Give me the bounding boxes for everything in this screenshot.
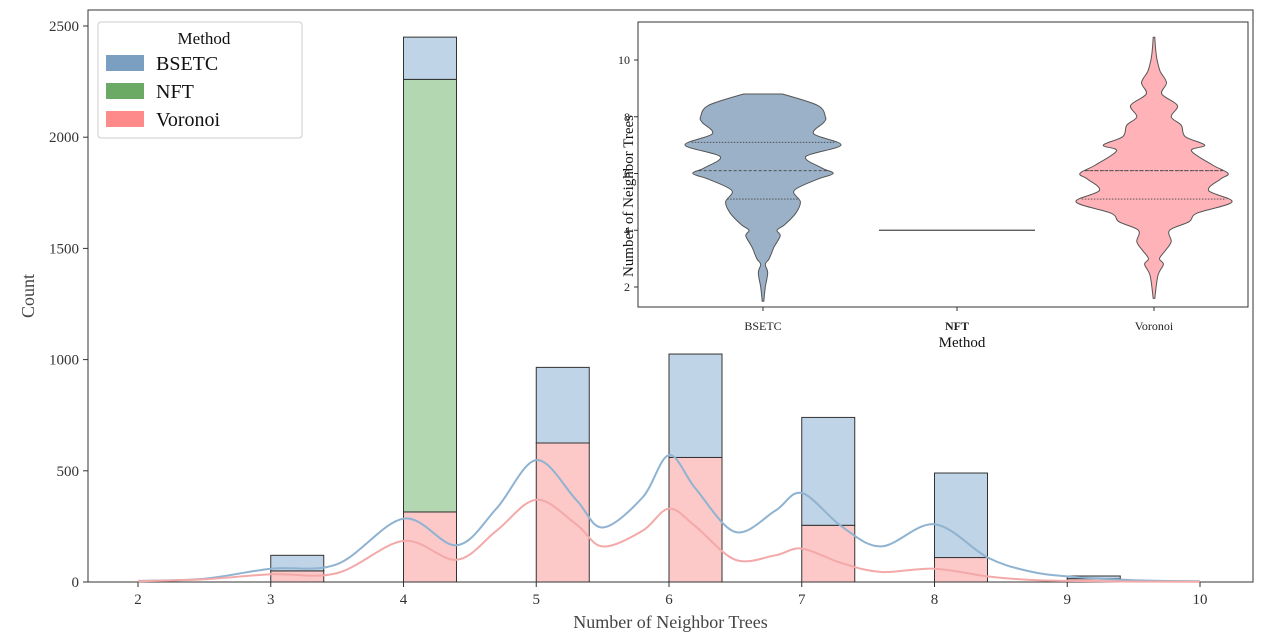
bar-bsetc-7 (801, 416, 856, 526)
legend-swatch-nft (106, 83, 144, 99)
bar-nft-4 (403, 78, 457, 513)
x-tick-label: 5 (533, 592, 541, 608)
x-tick-label: 9 (1064, 592, 1072, 608)
bar-bsetc-5 (535, 366, 590, 444)
legend-swatch-voronoi (106, 111, 144, 127)
x-tick-label: 10 (1193, 592, 1208, 608)
y-tick-label: 0 (72, 575, 80, 591)
bar-voronoi-4 (403, 511, 457, 583)
legend-label-nft: NFT (156, 81, 194, 103)
kde-curve-bsetc (137, 454, 1201, 583)
bar-bsetc-8 (934, 472, 988, 559)
inset-x-tick-label: BSETC (744, 319, 781, 333)
x-tick-label: 7 (798, 592, 806, 608)
legend-swatch-bsetc (106, 55, 144, 71)
y-tick-label: 2500 (49, 19, 79, 35)
inset-x-tick-label: NFT (945, 319, 969, 333)
y-tick-label: 2000 (49, 130, 79, 146)
y-tick-label: 1000 (49, 353, 79, 369)
inset-y-tick-label: 6 (624, 167, 630, 181)
inset-y-tick-label: 8 (624, 110, 630, 124)
violin-body-bsetc (684, 93, 842, 302)
kde-curve-voronoi (137, 498, 1201, 583)
x-tick-label: 6 (665, 592, 673, 608)
legend-title: Method (178, 29, 231, 48)
bar-voronoi-7 (801, 524, 856, 583)
inset-y-tick-label: 2 (624, 280, 630, 294)
legend-label-bsetc: BSETC (156, 53, 218, 75)
inset-x-axis-label: Method (939, 335, 986, 351)
x-tick-label: 4 (400, 592, 408, 608)
main-histogram-plot: 2 3 4 5 6 7 8 9 10 0 500 1000 1500 2000 2500 Number of … (18, 9, 1254, 632)
bar-bsetc-3 (270, 554, 325, 572)
legend-label-voronoi: Voronoi (156, 109, 221, 131)
inset-x-tick-label: Voronoi (1135, 319, 1174, 333)
y-axis-label: Count (18, 274, 38, 318)
inset-violin-plot: 2 4 6 8 10 BSETC NFT Voronoi Method Number of Nei… (618, 21, 1249, 351)
bar-bsetc-6 (668, 353, 723, 458)
inset-y-tick-label: 10 (618, 53, 630, 67)
x-axis-label: Number of Neighbor Trees (573, 612, 767, 632)
inset-y-tick-label: 4 (624, 223, 630, 237)
inset-y-axis-label: Number of Neighbor Trees (621, 115, 637, 277)
x-tick-label: 2 (134, 592, 142, 608)
x-tick-label: 3 (267, 592, 275, 608)
y-tick-label: 1500 (49, 241, 79, 257)
legend-box (97, 21, 303, 139)
bar-voronoi-6 (668, 456, 723, 583)
legend: Method BSETC NFT Voronoi (97, 21, 303, 139)
x-tick-label: 8 (931, 592, 939, 608)
y-tick-label: 500 (57, 464, 80, 480)
bar-bsetc-4 (403, 36, 457, 80)
violin-body-voronoi (1075, 36, 1233, 299)
